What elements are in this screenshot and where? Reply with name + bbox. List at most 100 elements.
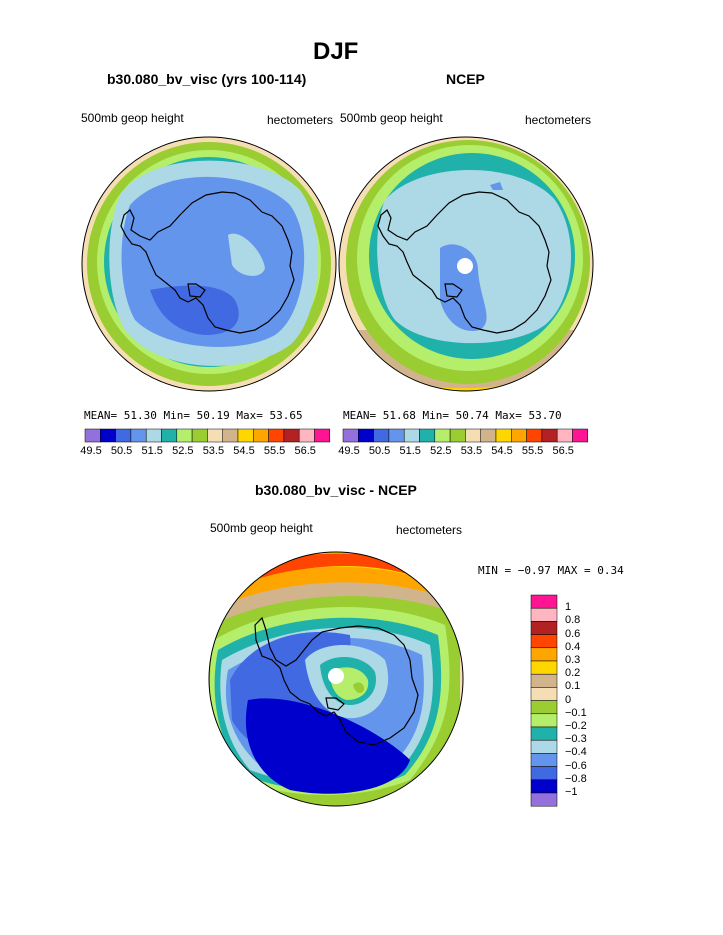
- colorbar-tick-label: −0.2: [565, 720, 587, 732]
- colorbar-swatch: [526, 428, 543, 443]
- colorbar-swatch: [176, 428, 193, 443]
- colorbar-tick-label: 52.5: [172, 445, 194, 457]
- colorbar-swatch: [530, 647, 558, 662]
- colorbar-tick-label: 49.5: [338, 445, 360, 457]
- colorbar-swatch: [161, 428, 178, 443]
- colorbar-tick-label: 49.5: [80, 445, 102, 457]
- panel-2-low: [440, 244, 487, 331]
- colorbar-tick-label: 54.5: [491, 445, 513, 457]
- colorbar-tick-label: −0.6: [565, 759, 587, 772]
- colorbar-swatch: [253, 428, 269, 443]
- panel-2-pole-mask: [457, 258, 473, 274]
- panel-1-mean-value: 51.30: [123, 409, 157, 422]
- panel-2-border: [338, 136, 594, 392]
- panel-3-border: [208, 551, 464, 807]
- colorbar-tick-label: 56.5: [552, 445, 574, 457]
- colorbar-tick-label: 52.5: [430, 445, 452, 457]
- panel-3-min-value: −0.97: [517, 564, 551, 577]
- panel-3-map: [209, 552, 463, 806]
- colorbar-swatch: [530, 739, 558, 754]
- colorbar-tick-label: 50.5: [368, 445, 391, 457]
- colorbar-swatch: [530, 673, 558, 688]
- panel-3-band: [353, 682, 365, 693]
- colorbar-swatch: [130, 428, 147, 443]
- figure-title: DJF: [313, 38, 359, 65]
- colorbar-swatch: [298, 428, 315, 443]
- panel-3-title: b30.080_bv_visc - NCEP: [255, 482, 417, 498]
- panel-3-band: [215, 582, 452, 625]
- colorbar-swatch: [434, 428, 451, 443]
- colorbar-swatch: [495, 428, 512, 443]
- panel-1-min-value: 50.19: [196, 409, 230, 422]
- colorbar-tick-label: −0.8: [565, 772, 587, 785]
- colorbar-tick-label: 0: [565, 693, 572, 706]
- panel-1-left-label: 500mb geop height: [81, 111, 184, 125]
- colorbar-tick-label: −0.1: [565, 706, 587, 719]
- colorbar-tick-label: 0.8: [565, 614, 581, 627]
- colorbar-tick-label: −0.4: [565, 746, 587, 759]
- colorbar-tick-label: 53.5: [460, 445, 483, 457]
- panel-1-title: b30.080_bv_visc (yrs 100-114): [107, 71, 307, 87]
- colorbar-swatch: [283, 428, 300, 443]
- panel-2-map: [339, 137, 593, 391]
- colorbar-tick-label: 50.5: [110, 445, 133, 457]
- panel-2-stats: MEAN= 51.68 Min= 50.74 Max= 53.70: [343, 409, 562, 422]
- panel-3-pole-mask: [328, 668, 344, 684]
- panel-1-max-label: Max=: [236, 409, 263, 422]
- colorbar-swatch: [530, 779, 558, 794]
- colorbar-swatch: [342, 428, 359, 443]
- colorbar-tick-label: 55.5: [263, 445, 286, 457]
- colorbar-swatch: [572, 428, 589, 443]
- panel-1-mean-label: MEAN=: [84, 409, 118, 422]
- panel-1-border: [81, 136, 337, 392]
- colorbar-swatch: [314, 428, 331, 443]
- colorbar-swatch: [268, 428, 285, 443]
- colorbar-tick-label: 0.1: [565, 680, 581, 693]
- colorbar-swatch: [556, 428, 573, 443]
- panel-2-mean-value: 51.68: [382, 409, 416, 422]
- colorbar-swatch: [465, 428, 481, 443]
- panel-2-title: NCEP: [446, 71, 485, 87]
- panel-3-stats: MIN = −0.97 MAX = 0.34: [478, 564, 624, 577]
- colorbar-tick-label: 51.5: [399, 445, 421, 457]
- colorbar-tick-label: 51.5: [141, 445, 163, 457]
- colorbar-swatch: [530, 634, 558, 649]
- colorbar-swatch: [191, 428, 208, 443]
- panel-1-map: [82, 137, 336, 391]
- colorbar-tick-label: −0.3: [565, 733, 587, 746]
- panel-2-min-label: Min=: [422, 409, 450, 422]
- colorbar-swatch: [541, 428, 558, 443]
- panel-1-min-label: Min=: [163, 409, 191, 422]
- panel-3-max-label: MAX =: [557, 564, 591, 577]
- panel-3-max-value: 0.34: [597, 564, 624, 577]
- panel-3-right-label: hectometers: [396, 523, 463, 537]
- colorbar-swatch: [530, 687, 558, 701]
- colorbars: [84, 428, 589, 807]
- colorbar-swatch: [145, 428, 162, 443]
- colorbar-swatch: [530, 792, 558, 807]
- colorbar-swatch: [530, 660, 558, 675]
- panel-2-low-spot: [490, 182, 503, 190]
- panel-1-high: [228, 233, 265, 276]
- colorbar-swatch: [373, 428, 390, 443]
- colorbar-tick-label: 0.6: [565, 627, 581, 640]
- panel-3-coastline: [254, 616, 419, 746]
- panel-2-left-label: 500mb geop height: [340, 111, 443, 125]
- colorbar-swatch: [237, 428, 254, 443]
- colorbar-tick-label: 0.4: [565, 640, 581, 653]
- colorbar-swatch: [84, 428, 101, 443]
- colorbar-swatch: [530, 607, 558, 622]
- panel-2-mean-label: MEAN=: [343, 409, 377, 422]
- panel-2-coastline: [377, 191, 552, 334]
- panel-3-band: [230, 566, 445, 605]
- colorbar-swatch: [358, 428, 374, 443]
- colorbar-tick-label: 0.3: [565, 654, 581, 666]
- colorbar-swatch: [480, 428, 497, 443]
- colorbar-swatch: [530, 753, 558, 767]
- colorbar-swatch: [530, 766, 558, 781]
- panel-3-minimum: [245, 698, 410, 794]
- colorbar-tick-label: 55.5: [521, 445, 544, 457]
- colorbar-swatch: [207, 428, 223, 443]
- panel-2-min-value: 50.74: [455, 409, 489, 422]
- panel-3-min-label: MIN =: [478, 564, 512, 577]
